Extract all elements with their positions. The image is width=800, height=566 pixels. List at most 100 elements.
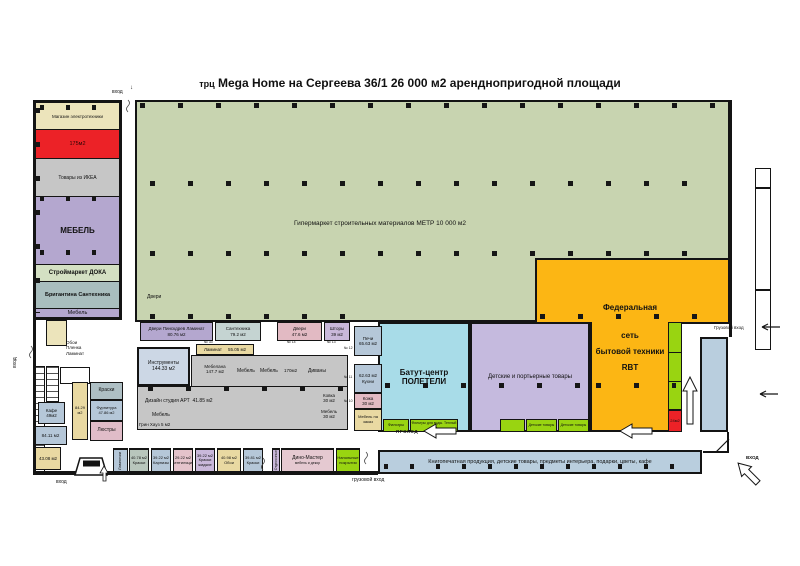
shop-kozha-area: 30 м2 <box>362 401 374 406</box>
oboi-plenka-label: Обои Пленка Ламинат <box>66 340 85 356</box>
unit-24m2: 24м2 <box>668 410 682 432</box>
area: 39.22 м2 <box>152 454 170 460</box>
unit-number: № 11 <box>344 375 353 379</box>
hall-rbt-lower <box>590 322 682 432</box>
mebel-c-area: 30 м2 <box>323 414 335 420</box>
cargo-bottom-label: грузовой вход <box>352 477 385 483</box>
shop-lampochki: Лампочки <box>113 448 128 472</box>
shop-santehnika-area: 79.2 м2 <box>230 331 246 337</box>
shop-shtory-name: Шторы <box>329 326 345 332</box>
entrance-porch <box>73 457 109 476</box>
shop-pinskdrev: Двери Пинскдрев Ламинат 80.76 м2 <box>140 322 213 341</box>
columns-row <box>150 251 720 256</box>
small-cream-unit <box>46 320 67 346</box>
furnitura-area: 47.86 м2 <box>98 409 115 415</box>
rbt-label-4: RBT <box>621 363 639 372</box>
unit-24m2-label: 24м2 <box>670 417 680 423</box>
mebel-b-label: Мебель <box>260 368 278 374</box>
shop-dveri-area: 47.6 м2 <box>291 331 308 337</box>
bottom-strip-label: Книгопечатная продукция, детские товары,… <box>428 458 652 465</box>
rbt-label-2: сеть <box>621 331 639 340</box>
shop-ventilyaciya: 29.22 м2 Вентиляция <box>173 448 193 472</box>
entrance-top-label: вход <box>112 89 123 95</box>
green-unit-kids-1: Детские товары <box>526 419 557 432</box>
left-shop-column: Магазин электротехники 175м2 Товары из И… <box>33 100 122 320</box>
shop-kuhni: 62.63 м2 Кухни <box>354 364 382 393</box>
ramp-tick <box>756 289 770 291</box>
shop-lustry: Люстры <box>90 421 123 441</box>
area-170-label: 170м2 <box>284 368 298 373</box>
area: 39.22 м2 <box>196 452 214 458</box>
name: Вентиляция <box>174 459 193 465</box>
grin-haus-label: Грин Хауз 5 м2 <box>139 422 171 427</box>
columns-row <box>596 383 676 388</box>
unit-8429: 84.29 м2 <box>72 382 88 440</box>
wall-left <box>33 320 36 472</box>
area: 39.81 м2 <box>244 454 262 460</box>
hall-rbt-upper <box>535 258 730 324</box>
shop-kozha-name: Кожа <box>362 395 374 401</box>
name: Напольные покрытия <box>337 454 359 465</box>
shop-mebel-zakaz: Мебель на заказ <box>354 409 382 431</box>
unit-number: № 10 <box>344 399 353 403</box>
columns-row <box>150 314 365 319</box>
hypermarket-label: Гипермаркет строительных материалов МЕТР… <box>294 220 466 227</box>
divider <box>669 352 681 353</box>
furniture-zone-lower <box>137 386 348 430</box>
kovka-name: Ковка <box>322 393 336 398</box>
columns-row <box>40 105 118 110</box>
rbt-label-1: Федеральная <box>602 303 658 312</box>
name: Обои <box>224 459 234 465</box>
arrow-upleft-icon <box>737 462 761 486</box>
shop-santehnika-name: Сантехника <box>225 326 251 332</box>
mebelana-label: Мебелана 147.7 м2 <box>194 364 236 375</box>
shop-karnizy: 39.22 м2 Карнизы <box>151 448 171 472</box>
shop-shtory: Шторы 39 м2 <box>324 322 350 341</box>
break-mark <box>364 451 368 465</box>
shop-mebel-zakaz-name: Мебель на заказ <box>358 414 378 424</box>
shop-instrumenty: Инструменты 144.33 м2 <box>137 347 190 386</box>
area: 40.78 м2 <box>130 454 148 460</box>
green-unit-filters: Фильтры <box>383 419 409 432</box>
green-unit-blank <box>500 419 525 432</box>
shop-kraski-left: Краски <box>90 382 123 400</box>
shop-kraski-1: 40.78 м2 Краски <box>129 448 149 472</box>
shop-laminat-name: Ламинат <box>203 346 222 352</box>
door-right <box>715 438 730 453</box>
shop-mebel-small: Мебель <box>36 309 119 317</box>
columns-row <box>150 181 720 186</box>
shop-kraski-zhidkie: 39.22 м2 Краски жидкие <box>195 448 215 472</box>
name: Отделочные <box>273 450 278 471</box>
stairs-hatch <box>46 366 59 402</box>
area: 29.22 м2 <box>174 454 192 460</box>
entrance-bottom-label: вход <box>56 479 67 485</box>
shop-santehnika: Сантехника 79.2 м2 <box>215 322 261 341</box>
columns-row <box>40 196 118 201</box>
unit-number: № 33 <box>204 340 213 344</box>
shop-laminat-bar: Ламинат 55.05 м2 <box>196 344 254 355</box>
kids-label: Детские и портьерные товары <box>488 373 572 380</box>
trampoline-label: Батут-центр ПОЛЕТЕЛИ <box>399 367 449 386</box>
arrow-upleft-group <box>737 462 761 486</box>
arrow-small-left-icon <box>759 390 778 398</box>
furnitura-name: Фурнитура <box>96 404 117 410</box>
shop-dveri: Двери 47.6 м2 <box>277 322 322 341</box>
wall-right <box>729 100 732 337</box>
columns-row <box>540 314 700 319</box>
shop-pinskdrev-name: Двери Пинскдрев Ламинат <box>148 326 205 332</box>
shop-pinskdrev-area: 80.76 м2 <box>167 331 186 337</box>
shop-doka: Строймаркет ДОКА <box>36 265 119 282</box>
shop-napolnye: Напольные покрытия <box>336 448 360 472</box>
page-title: трц Mega Home на Сергеева 36/1 26 000 м2… <box>140 76 680 90</box>
shop-kraski-2: 39.81 м2 Краски <box>243 448 263 472</box>
divany-label: Диваны <box>308 368 326 374</box>
shop-pechi-name: Печи <box>362 335 374 341</box>
kovka-area: 30 м2 <box>323 398 335 404</box>
green-unit-kids-2: Детские товары <box>558 419 589 432</box>
shop-dino-master: Дино-Мастер мебель и декор <box>281 448 334 472</box>
ramp-tick <box>756 187 770 189</box>
area: 40.98 м2 <box>220 454 238 460</box>
shop-cafe: Кафе 49м2 <box>38 402 65 424</box>
unit-number: № 14 <box>287 340 296 344</box>
